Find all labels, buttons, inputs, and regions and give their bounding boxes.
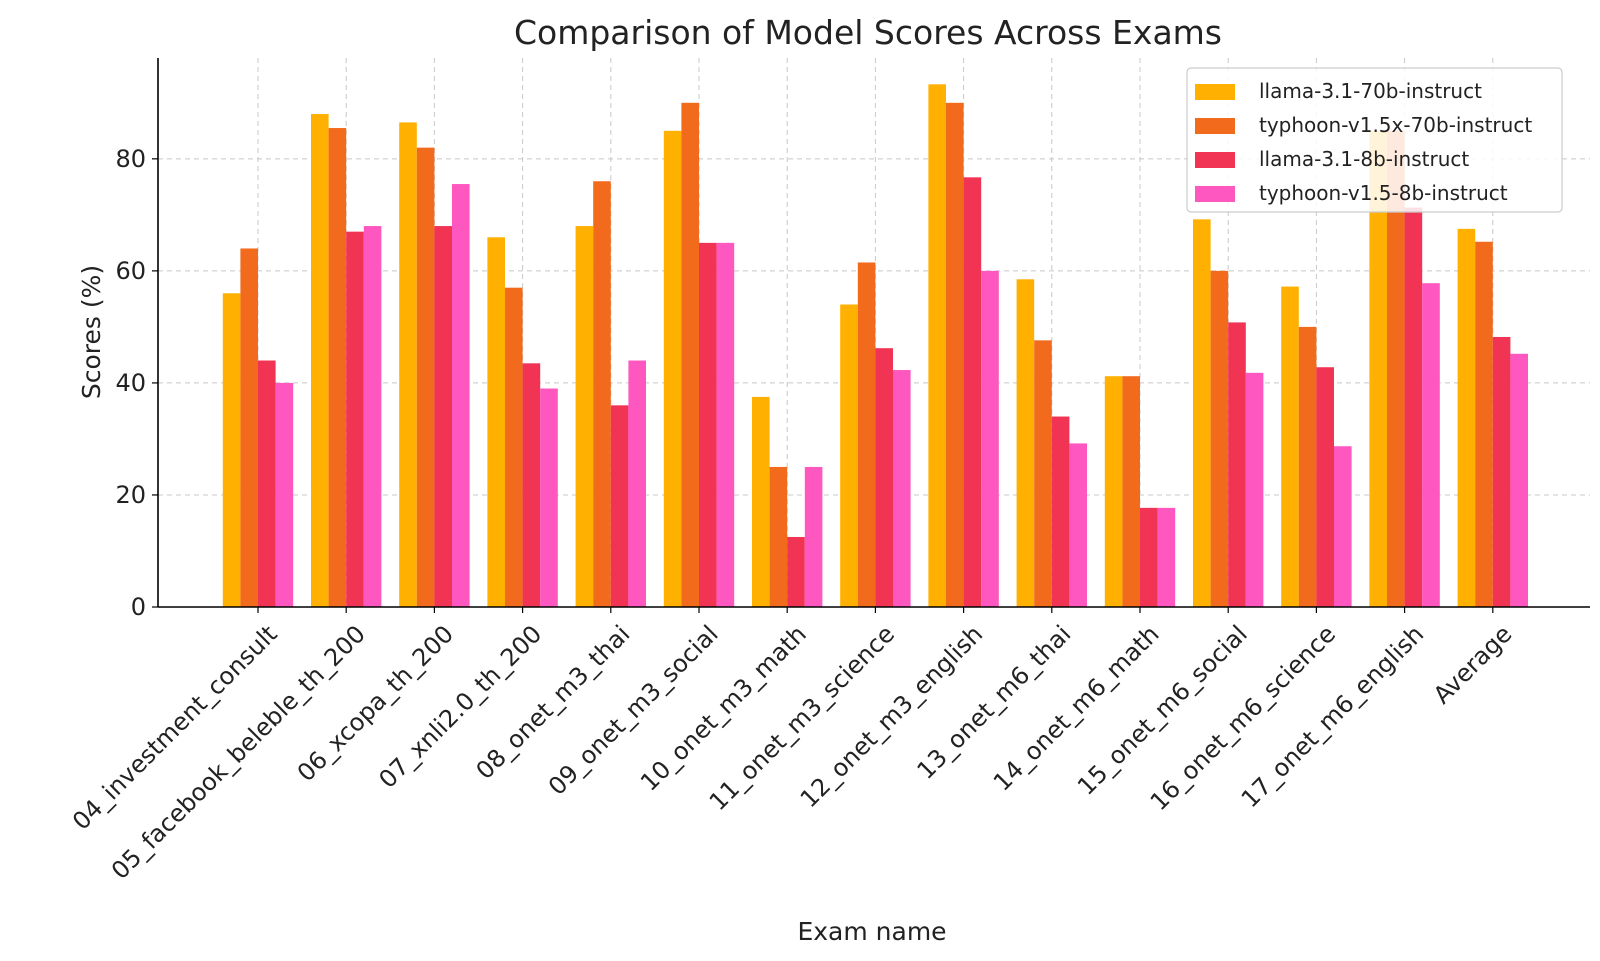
x-tick-label: 17_onet_m6_english xyxy=(1236,620,1429,813)
bar xyxy=(416,147,435,607)
y-axis-ticks: 0 20 40 60 80 xyxy=(115,145,158,621)
x-tick-label: 07_xnli2.0_th_200 xyxy=(373,620,547,794)
bar xyxy=(1122,376,1140,607)
bar xyxy=(1316,367,1334,607)
bar xyxy=(1334,446,1352,607)
x-tick-label: 09_onet_m3_social xyxy=(543,620,724,801)
bar xyxy=(1069,443,1087,607)
chart-title: Comparison of Model Scores Across Exams xyxy=(514,13,1222,52)
bar xyxy=(804,466,823,607)
bar xyxy=(1281,286,1299,607)
bar xyxy=(1492,336,1511,607)
bar xyxy=(1104,376,1123,607)
bar xyxy=(1157,507,1176,607)
bar xyxy=(840,304,858,607)
x-tick-label: 14_onet_m6_math xyxy=(988,620,1165,797)
y-tick-label: 0 xyxy=(131,593,146,621)
bar xyxy=(1457,228,1476,607)
bar xyxy=(946,102,964,607)
bar xyxy=(593,181,611,607)
bar xyxy=(1422,283,1440,607)
x-tick-label: 13_onet_m6_thai xyxy=(912,620,1077,785)
bar xyxy=(1228,322,1246,607)
bar xyxy=(1387,130,1405,607)
bar xyxy=(505,287,523,607)
legend-label: llama-3.1-8b-instruct xyxy=(1259,147,1469,171)
bar xyxy=(487,237,505,607)
bar xyxy=(1475,241,1493,607)
bar xyxy=(1210,270,1229,607)
bar xyxy=(1245,372,1264,607)
bar xyxy=(311,114,329,607)
bar xyxy=(222,293,241,607)
bar xyxy=(1193,219,1211,607)
bar xyxy=(610,405,629,607)
x-axis-ticks: 04_investment_consult05_facebook_beleble… xyxy=(67,607,1517,885)
bar xyxy=(752,396,770,607)
bar xyxy=(787,536,805,607)
bar xyxy=(1510,353,1528,607)
bar xyxy=(663,130,682,607)
legend-label: typhoon-v1.5x-70b-instruct xyxy=(1259,113,1532,137)
bar xyxy=(981,270,999,607)
bar xyxy=(346,231,364,607)
y-tick-label: 80 xyxy=(115,145,146,173)
y-axis-title: Scores (%) xyxy=(77,265,106,399)
bar xyxy=(540,388,558,607)
bar xyxy=(769,466,788,607)
bar xyxy=(857,262,876,607)
x-tick-label: 06_xcopa_th_200 xyxy=(292,620,459,787)
legend-swatch xyxy=(1195,186,1235,202)
legend-label: llama-3.1-70b-instruct xyxy=(1259,79,1482,103)
bar xyxy=(1051,416,1070,607)
bar xyxy=(1140,507,1158,607)
bar xyxy=(875,348,893,607)
legend-box xyxy=(1186,67,1563,213)
bar xyxy=(452,184,470,608)
bar xyxy=(1369,130,1387,607)
bar xyxy=(434,226,452,607)
bar xyxy=(628,360,646,607)
x-tick-label: 15_onet_m6_social xyxy=(1072,620,1253,801)
legend-swatch xyxy=(1195,118,1235,134)
axes xyxy=(157,58,1590,608)
bar xyxy=(1016,279,1035,607)
bar xyxy=(399,122,417,608)
y-tick-label: 20 xyxy=(115,481,146,509)
bar xyxy=(893,370,911,607)
bar xyxy=(963,177,982,607)
y-tick-label: 40 xyxy=(115,369,146,397)
bar xyxy=(928,84,946,607)
bar xyxy=(681,102,699,607)
x-tick-label: 10_onet_m3_math xyxy=(635,620,812,797)
bar xyxy=(575,226,594,607)
bar xyxy=(275,382,294,607)
y-tick-label: 60 xyxy=(115,257,146,285)
x-axis-title: Exam name xyxy=(797,917,946,946)
legend: llama-3.1-70b-instruct typhoon-v1.5x-70b-… xyxy=(1186,67,1563,213)
bar xyxy=(240,248,258,607)
bar xyxy=(258,360,276,607)
x-tick-label: Average xyxy=(1428,620,1517,709)
bar xyxy=(699,242,717,607)
bar xyxy=(363,226,382,607)
legend-swatch xyxy=(1195,152,1235,168)
bar xyxy=(522,363,541,607)
x-tick-label: 08_onet_m3_thai xyxy=(471,620,636,785)
legend-label: typhoon-v1.5-8b-instruct xyxy=(1259,181,1508,205)
bar xyxy=(1298,326,1317,607)
legend-swatch xyxy=(1195,84,1235,100)
bar xyxy=(328,128,347,607)
bar xyxy=(1404,207,1423,607)
bar xyxy=(716,242,735,607)
bars xyxy=(222,84,1528,608)
bar xyxy=(1034,340,1052,607)
